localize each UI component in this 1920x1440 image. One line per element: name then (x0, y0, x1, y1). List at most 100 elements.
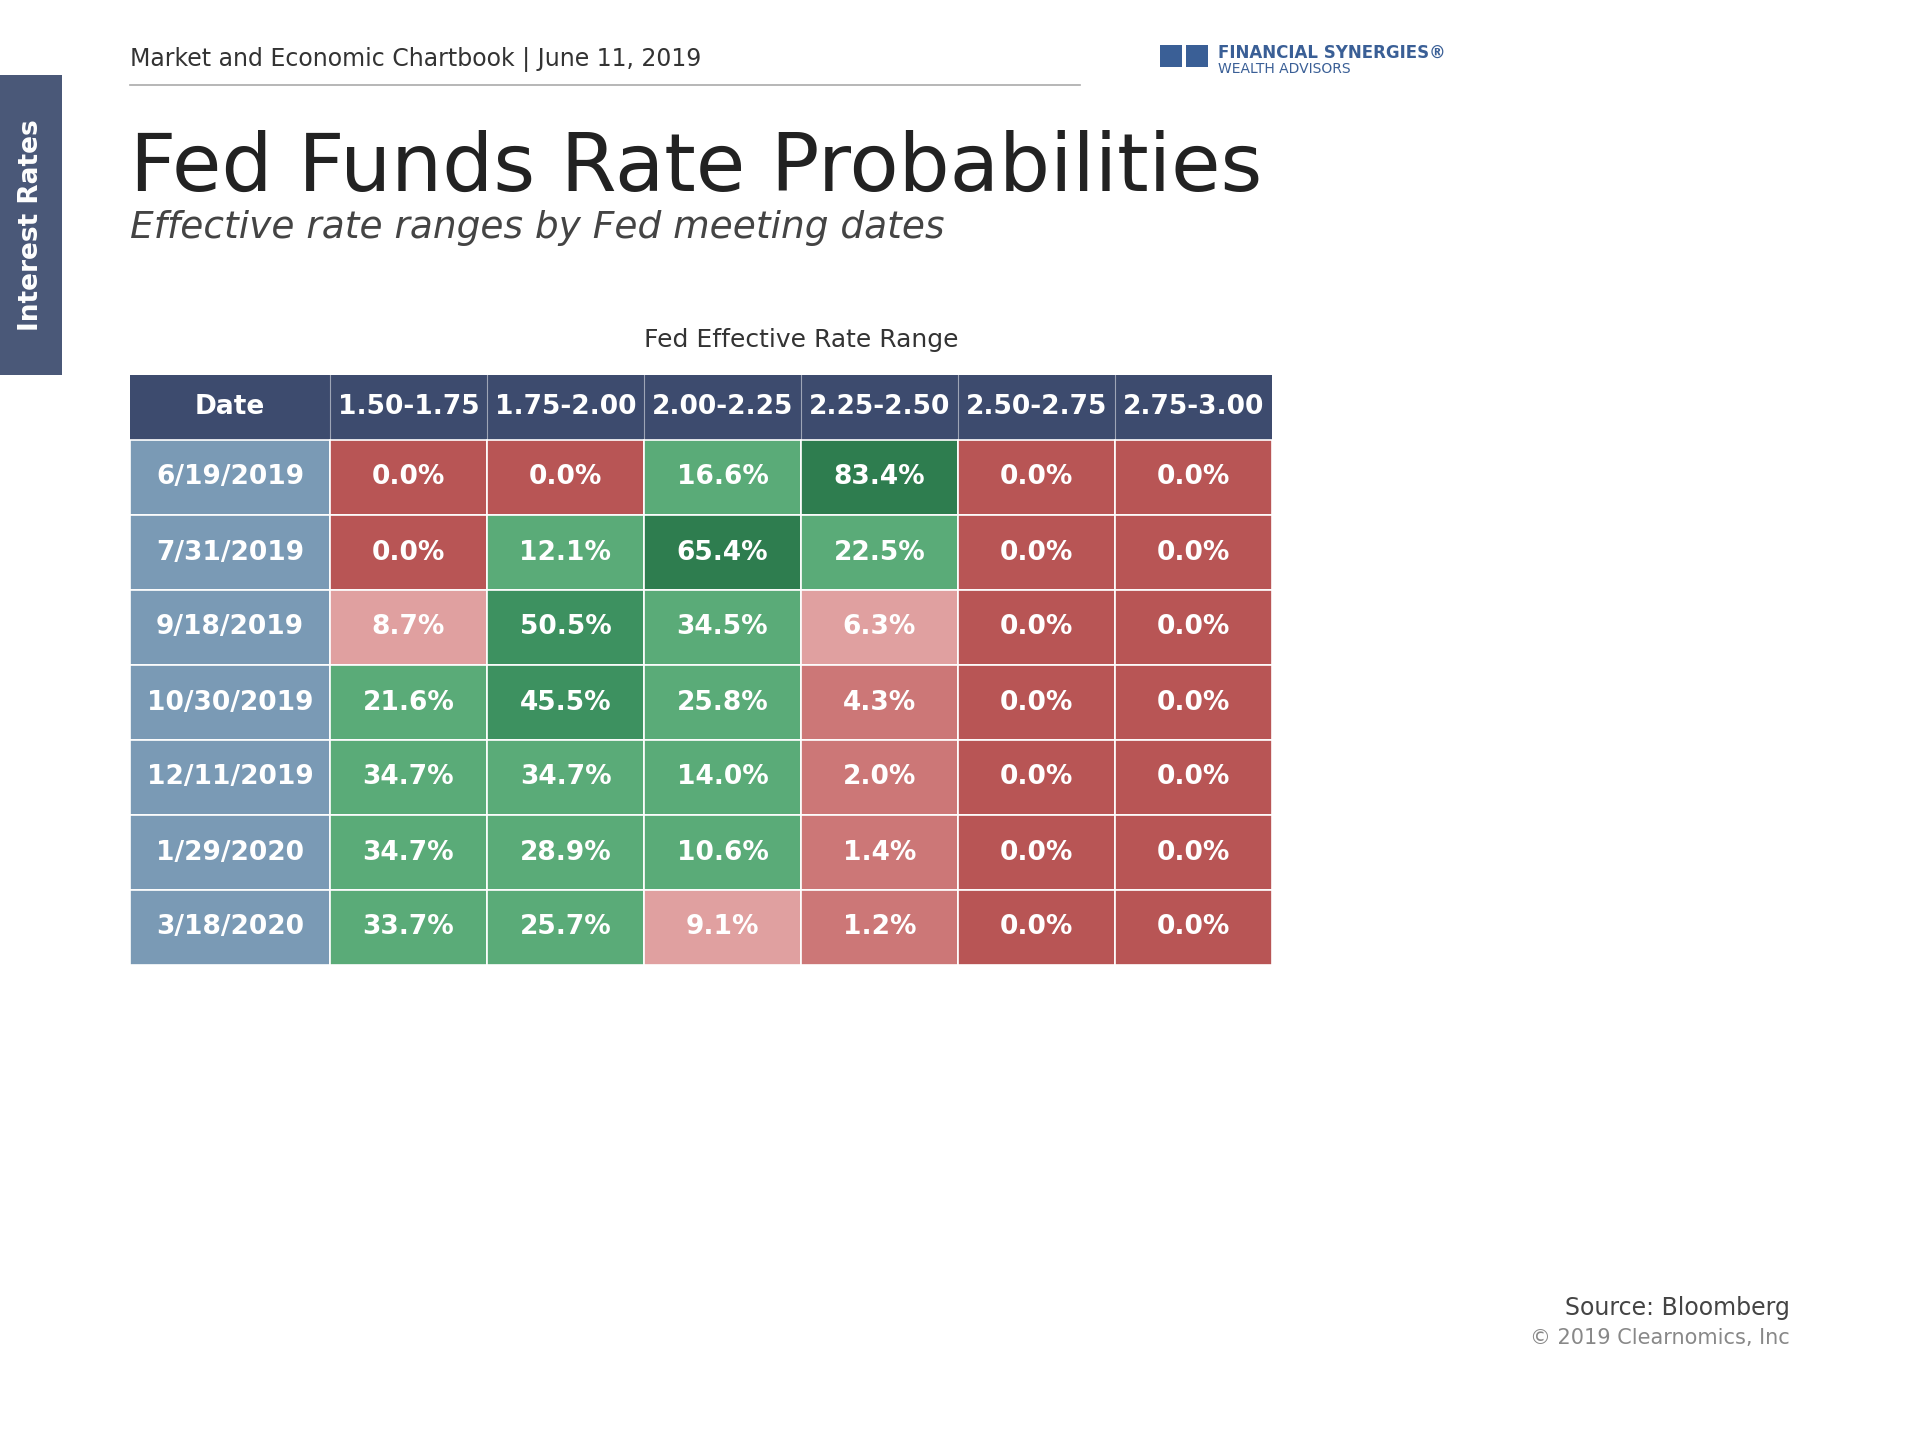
Bar (801, 890, 958, 965)
Bar (801, 740, 958, 815)
Text: WEALTH ADVISORS: WEALTH ADVISORS (1217, 62, 1350, 76)
Bar (330, 815, 488, 890)
Bar (958, 815, 1116, 890)
Bar (131, 815, 330, 890)
Bar (801, 441, 958, 516)
Text: 34.7%: 34.7% (363, 840, 455, 865)
Text: 1/29/2020: 1/29/2020 (156, 840, 303, 865)
Bar (488, 516, 643, 590)
Bar (1116, 815, 1271, 890)
Text: Effective rate ranges by Fed meeting dates: Effective rate ranges by Fed meeting dat… (131, 210, 945, 246)
Bar (1187, 45, 1208, 68)
Text: 12.1%: 12.1% (520, 540, 611, 566)
Text: 34.7%: 34.7% (363, 765, 455, 791)
Text: 1.4%: 1.4% (843, 840, 916, 865)
Bar (488, 665, 643, 740)
Bar (958, 441, 1116, 516)
Bar (1116, 516, 1271, 590)
Text: © 2019 Clearnomics, Inc: © 2019 Clearnomics, Inc (1530, 1328, 1789, 1348)
Text: 12/11/2019: 12/11/2019 (146, 765, 313, 791)
Text: Interest Rates: Interest Rates (17, 120, 44, 331)
Text: 0.0%: 0.0% (1158, 540, 1231, 566)
Bar (643, 665, 801, 740)
Text: 3/18/2020: 3/18/2020 (156, 914, 303, 940)
Bar (488, 441, 643, 516)
Bar (801, 516, 958, 590)
Text: 28.9%: 28.9% (520, 840, 611, 865)
Bar (131, 516, 330, 590)
Text: 2.00-2.25: 2.00-2.25 (651, 395, 793, 420)
Text: 0.0%: 0.0% (1000, 690, 1073, 716)
Bar (643, 815, 801, 890)
Text: 8.7%: 8.7% (372, 615, 445, 641)
Text: 21.6%: 21.6% (363, 690, 455, 716)
Text: 0.0%: 0.0% (1158, 615, 1231, 641)
Bar (1116, 665, 1271, 740)
Text: 83.4%: 83.4% (833, 465, 925, 491)
Text: 16.6%: 16.6% (676, 465, 768, 491)
Text: Date: Date (194, 395, 265, 420)
Bar (643, 590, 801, 665)
Text: 9/18/2019: 9/18/2019 (156, 615, 303, 641)
Text: 0.0%: 0.0% (1158, 914, 1231, 940)
Bar (131, 740, 330, 815)
Text: 0.0%: 0.0% (1158, 765, 1231, 791)
Text: 0.0%: 0.0% (1000, 765, 1073, 791)
Text: 6/19/2019: 6/19/2019 (156, 465, 303, 491)
Bar (643, 890, 801, 965)
Text: 10/30/2019: 10/30/2019 (146, 690, 313, 716)
Text: 0.0%: 0.0% (1158, 465, 1231, 491)
Bar (1116, 441, 1271, 516)
Text: 33.7%: 33.7% (363, 914, 455, 940)
Bar (488, 815, 643, 890)
Text: Source: Bloomberg: Source: Bloomberg (1565, 1296, 1789, 1320)
Text: 65.4%: 65.4% (676, 540, 768, 566)
Text: 0.0%: 0.0% (372, 540, 445, 566)
Bar (330, 516, 488, 590)
Text: 14.0%: 14.0% (676, 765, 768, 791)
Bar (801, 665, 958, 740)
Text: 0.0%: 0.0% (1158, 840, 1231, 865)
Text: 2.50-2.75: 2.50-2.75 (966, 395, 1108, 420)
Bar (643, 441, 801, 516)
Text: 2.75-3.00: 2.75-3.00 (1123, 395, 1263, 420)
Bar (643, 740, 801, 815)
Text: 0.0%: 0.0% (528, 465, 603, 491)
Bar (643, 516, 801, 590)
Text: FINANCIAL SYNERGIES®: FINANCIAL SYNERGIES® (1217, 45, 1446, 62)
Text: 34.7%: 34.7% (520, 765, 611, 791)
Text: 0.0%: 0.0% (372, 465, 445, 491)
Bar (0, 75, 61, 374)
Bar (330, 665, 488, 740)
Text: 2.25-2.50: 2.25-2.50 (808, 395, 950, 420)
Bar (958, 740, 1116, 815)
Text: 0.0%: 0.0% (1158, 690, 1231, 716)
Bar (131, 441, 330, 516)
Bar (958, 890, 1116, 965)
Text: 25.7%: 25.7% (520, 914, 611, 940)
Text: Market and Economic Chartbook | June 11, 2019: Market and Economic Chartbook | June 11,… (131, 48, 701, 72)
Bar (131, 590, 330, 665)
Text: 1.75-2.00: 1.75-2.00 (495, 395, 636, 420)
Text: 10.6%: 10.6% (676, 840, 768, 865)
Bar (958, 516, 1116, 590)
Text: 34.5%: 34.5% (676, 615, 768, 641)
Text: 9.1%: 9.1% (685, 914, 758, 940)
Bar (488, 740, 643, 815)
Bar (131, 890, 330, 965)
Text: 22.5%: 22.5% (833, 540, 925, 566)
Bar (330, 441, 488, 516)
Bar (330, 590, 488, 665)
Text: 0.0%: 0.0% (1000, 840, 1073, 865)
Bar (958, 665, 1116, 740)
Text: 4.3%: 4.3% (843, 690, 916, 716)
Bar (131, 665, 330, 740)
Text: Fed Effective Rate Range: Fed Effective Rate Range (643, 328, 958, 351)
Text: 0.0%: 0.0% (1000, 615, 1073, 641)
Text: 2.0%: 2.0% (843, 765, 916, 791)
Bar (1116, 890, 1271, 965)
Bar (488, 890, 643, 965)
Text: 1.50-1.75: 1.50-1.75 (338, 395, 480, 420)
Text: Fed Funds Rate Probabilities: Fed Funds Rate Probabilities (131, 130, 1261, 207)
Bar (1116, 590, 1271, 665)
